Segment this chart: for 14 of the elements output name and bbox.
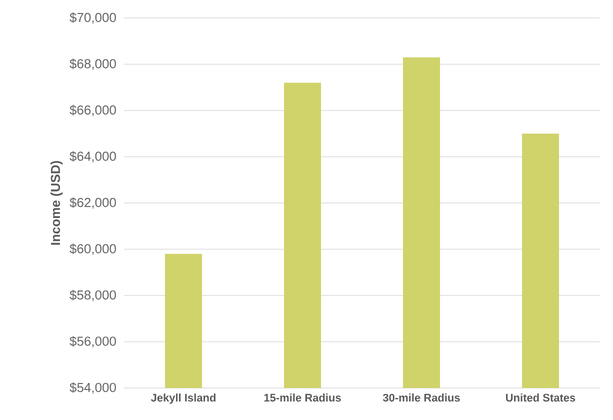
y-tick-label: $62,000 <box>70 197 116 209</box>
x-tick-label: Jekyll Island <box>150 394 216 404</box>
x-tick-label: 15-mile Radius <box>264 394 341 402</box>
y-tick-label: $66,000 <box>70 104 116 116</box>
y-tick-label: $68,000 <box>70 58 116 70</box>
x-tick-label: 30-mile Radius <box>382 394 460 402</box>
y-tick-label: $60,000 <box>70 244 116 255</box>
y-tick-label: $64,000 <box>70 151 116 162</box>
y-axis-title: Income (USD) <box>50 161 63 245</box>
y-tick-label: $58,000 <box>70 290 116 302</box>
x-tick-label: United States <box>506 394 576 402</box>
y-tick-label: $56,000 <box>70 336 116 348</box>
y-tick-label: $70,000 <box>70 12 116 24</box>
y-tick-label: $54,000 <box>70 382 116 394</box>
